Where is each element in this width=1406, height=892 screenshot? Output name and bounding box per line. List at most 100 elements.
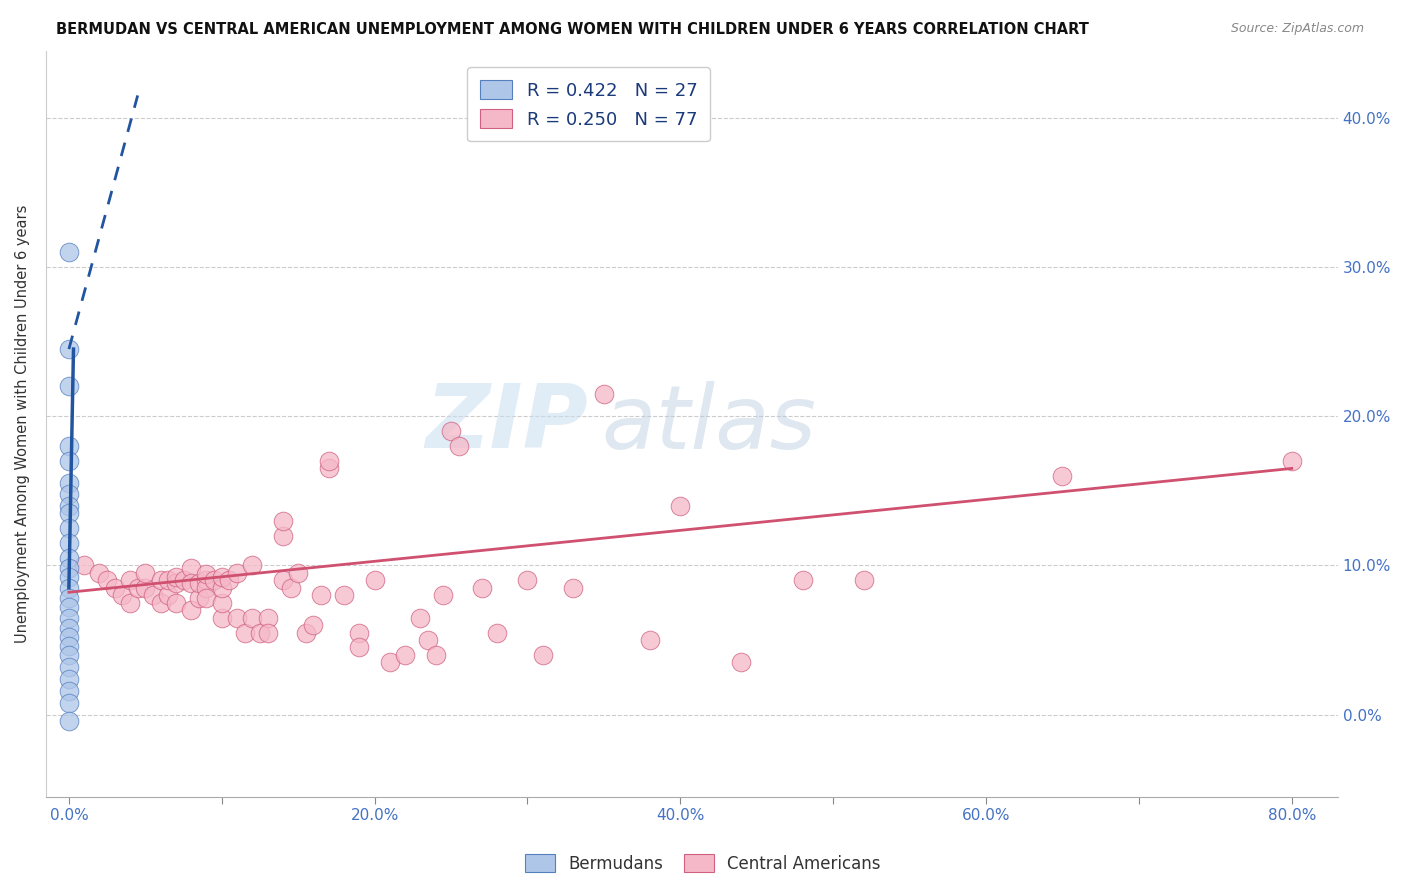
Point	[309, 588, 332, 602]
Text: ZIP: ZIP	[426, 380, 589, 467]
Legend: R = 0.422   N = 27, R = 0.250   N = 77: R = 0.422 N = 27, R = 0.250 N = 77	[467, 67, 710, 141]
Point	[58, 454, 80, 468]
Point	[142, 588, 165, 602]
Point	[58, 245, 80, 260]
Point	[58, 342, 80, 356]
Point	[89, 566, 111, 580]
Point	[58, 610, 80, 624]
Point	[211, 610, 233, 624]
Point	[165, 576, 187, 591]
Point	[180, 603, 202, 617]
Point	[58, 600, 80, 615]
Point	[58, 648, 80, 662]
Y-axis label: Unemployment Among Women with Children Under 6 years: Unemployment Among Women with Children U…	[15, 204, 30, 643]
Point	[280, 581, 302, 595]
Point	[58, 499, 80, 513]
Point	[249, 625, 271, 640]
Point	[485, 625, 508, 640]
Point	[58, 521, 80, 535]
Point	[792, 574, 814, 588]
Point	[118, 596, 141, 610]
Text: atlas: atlas	[602, 381, 817, 467]
Point	[638, 633, 661, 648]
Point	[440, 424, 463, 438]
Point	[233, 625, 256, 640]
Point	[58, 696, 80, 710]
Point	[562, 581, 585, 595]
Point	[256, 625, 278, 640]
Point	[256, 610, 278, 624]
Point	[195, 574, 218, 588]
Point	[852, 574, 875, 588]
Point	[187, 591, 209, 606]
Point	[211, 596, 233, 610]
Point	[271, 514, 294, 528]
Point	[195, 567, 218, 582]
Point	[134, 581, 156, 595]
Point	[118, 574, 141, 588]
Point	[202, 574, 225, 588]
Point	[218, 574, 240, 588]
Point	[271, 528, 294, 542]
Point	[349, 625, 371, 640]
Point	[73, 558, 96, 573]
Point	[226, 566, 249, 580]
Point	[58, 581, 80, 595]
Point	[58, 487, 80, 501]
Point	[58, 714, 80, 728]
Point	[58, 591, 80, 606]
Point	[302, 618, 325, 632]
Point	[127, 581, 149, 595]
Point	[409, 610, 432, 624]
Point	[165, 596, 187, 610]
Point	[173, 574, 195, 588]
Point	[157, 574, 180, 588]
Point	[58, 476, 80, 491]
Point	[58, 536, 80, 550]
Point	[471, 581, 494, 595]
Point	[516, 574, 538, 588]
Point	[416, 633, 439, 648]
Point	[271, 574, 294, 588]
Point	[447, 439, 470, 453]
Point	[1052, 469, 1074, 483]
Point	[58, 672, 80, 686]
Point	[149, 596, 172, 610]
Point	[1281, 454, 1303, 468]
Point	[187, 576, 209, 591]
Point	[349, 640, 371, 655]
Point	[593, 387, 616, 401]
Point	[111, 588, 134, 602]
Point	[134, 566, 156, 580]
Point	[58, 506, 80, 520]
Point	[195, 591, 218, 606]
Point	[432, 588, 454, 602]
Point	[96, 574, 118, 588]
Text: Source: ZipAtlas.com: Source: ZipAtlas.com	[1230, 22, 1364, 36]
Point	[58, 439, 80, 453]
Point	[425, 648, 447, 662]
Point	[211, 570, 233, 584]
Point	[531, 648, 554, 662]
Point	[240, 610, 263, 624]
Point	[58, 561, 80, 575]
Point	[226, 610, 249, 624]
Point	[58, 660, 80, 674]
Point	[378, 656, 401, 670]
Point	[58, 639, 80, 653]
Point	[211, 581, 233, 595]
Point	[149, 574, 172, 588]
Point	[669, 499, 692, 513]
Point	[318, 461, 340, 475]
Point	[180, 561, 202, 575]
Point	[165, 570, 187, 584]
Point	[58, 683, 80, 698]
Point	[58, 570, 80, 584]
Text: BERMUDAN VS CENTRAL AMERICAN UNEMPLOYMENT AMONG WOMEN WITH CHILDREN UNDER 6 YEAR: BERMUDAN VS CENTRAL AMERICAN UNEMPLOYMEN…	[56, 22, 1090, 37]
Point	[58, 551, 80, 566]
Point	[58, 630, 80, 644]
Point	[157, 588, 180, 602]
Point	[333, 588, 356, 602]
Point	[363, 574, 385, 588]
Point	[240, 558, 263, 573]
